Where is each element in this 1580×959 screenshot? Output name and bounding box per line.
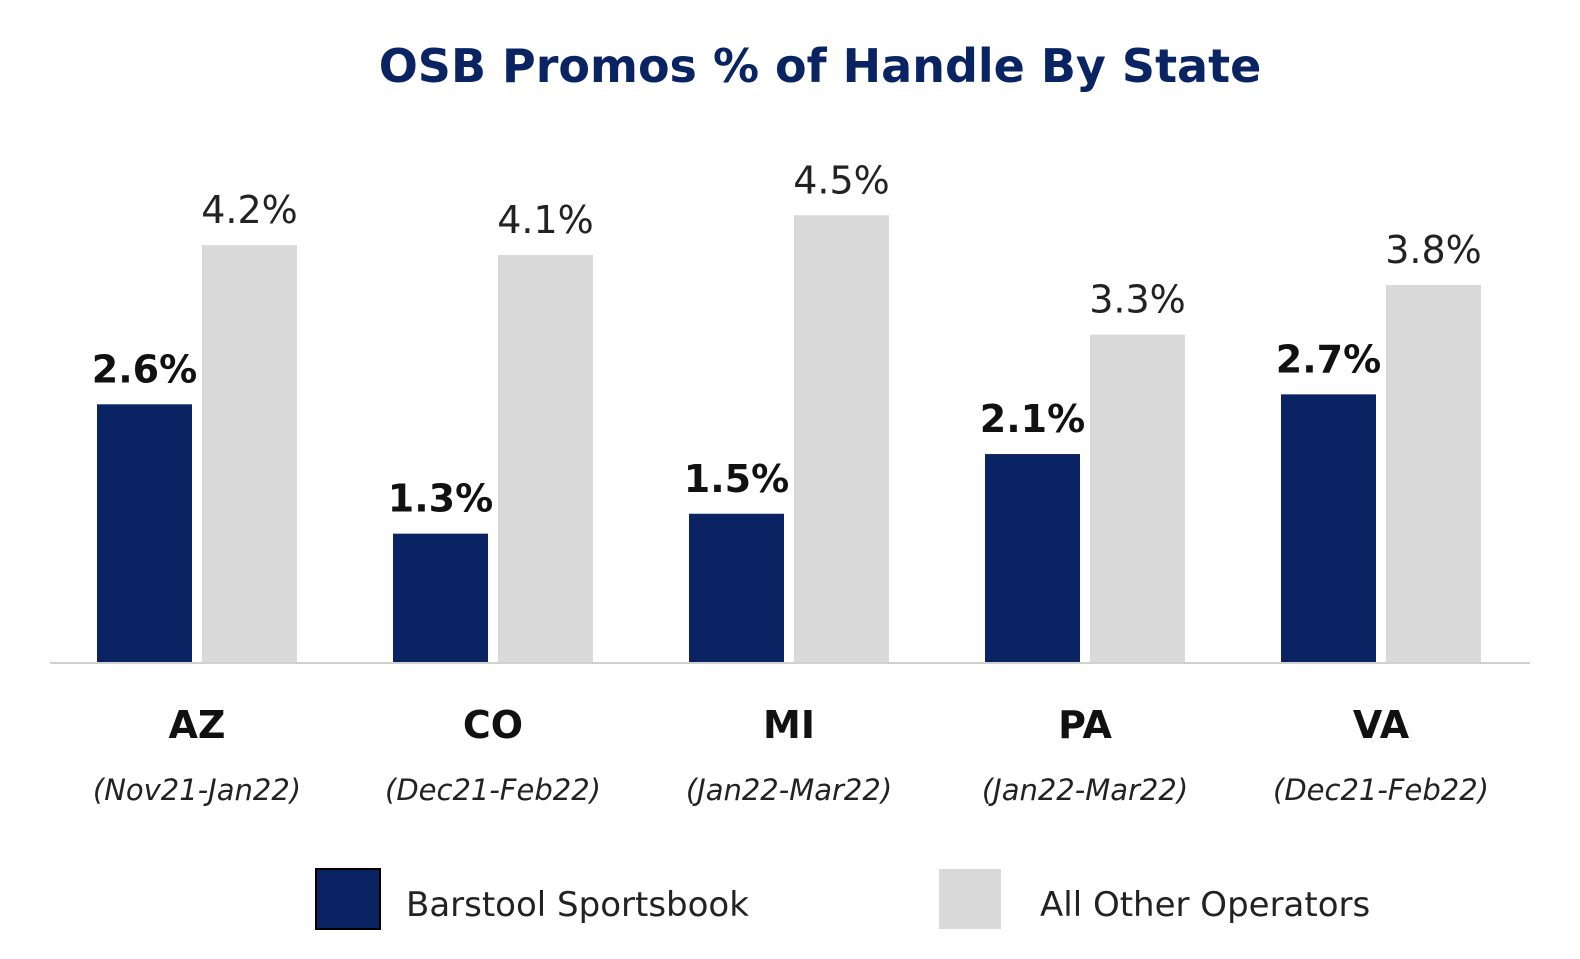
period-label-va: (Dec21-Feb22) xyxy=(1273,773,1489,807)
legend-swatch-other-operators xyxy=(939,869,1001,929)
category-label-co: CO xyxy=(463,703,523,747)
data-label-pa-series-1: 3.3% xyxy=(1089,278,1186,322)
bar-co-series-1 xyxy=(498,255,593,664)
data-label-co-series-0: 1.3% xyxy=(388,477,493,521)
period-label-az: (Nov21-Jan22) xyxy=(93,773,301,807)
bar-va-series-1 xyxy=(1386,284,1481,663)
legend: Barstool Sportsbook All Other Operators xyxy=(315,868,1370,930)
period-label-pa: (Jan22-Mar22) xyxy=(982,773,1188,807)
data-label-mi-series-1: 4.5% xyxy=(793,158,890,202)
category-label-va: VA xyxy=(1353,703,1410,747)
legend-label-other-operators: All Other Operators xyxy=(1040,885,1370,925)
category-label-az: AZ xyxy=(169,703,226,747)
period-label-mi: (Jan22-Mar22) xyxy=(686,773,892,807)
category-label-mi: MI xyxy=(763,703,815,747)
category-labels: AZ (Nov21-Jan22) CO (Dec21-Feb22) MI (Jan22-M… xyxy=(93,703,1489,807)
data-label-mi-series-0: 1.5% xyxy=(684,457,789,501)
bar-az-series-0 xyxy=(97,404,192,663)
bar-mi-series-0 xyxy=(689,513,784,663)
bars-group: 2.6% 4.2% 1.3% 4.1% 1.5% 4.5% 2.1% 3.3% 2.7% 3.8% xyxy=(92,158,1482,664)
category-label-pa: PA xyxy=(1058,703,1112,747)
data-label-pa-series-0: 2.1% xyxy=(980,397,1085,441)
bar-va-series-0 xyxy=(1281,394,1376,663)
bar-mi-series-1 xyxy=(794,215,889,663)
data-label-az-series-1: 4.2% xyxy=(201,188,298,232)
data-label-co-series-1: 4.1% xyxy=(497,198,594,242)
data-label-va-series-0: 2.7% xyxy=(1276,337,1381,381)
data-label-az-series-0: 2.6% xyxy=(92,347,197,391)
bar-co-series-0 xyxy=(393,533,488,663)
period-label-co: (Dec21-Feb22) xyxy=(385,773,601,807)
bar-pa-series-1 xyxy=(1090,334,1185,663)
legend-swatch-barstool xyxy=(315,868,381,930)
bar-az-series-1 xyxy=(202,245,297,663)
bar-pa-series-0 xyxy=(985,454,1080,663)
chart-title: OSB Promos % of Handle By State xyxy=(379,39,1262,93)
data-label-va-series-1: 3.8% xyxy=(1385,228,1482,272)
legend-label-barstool: Barstool Sportsbook xyxy=(406,885,749,925)
